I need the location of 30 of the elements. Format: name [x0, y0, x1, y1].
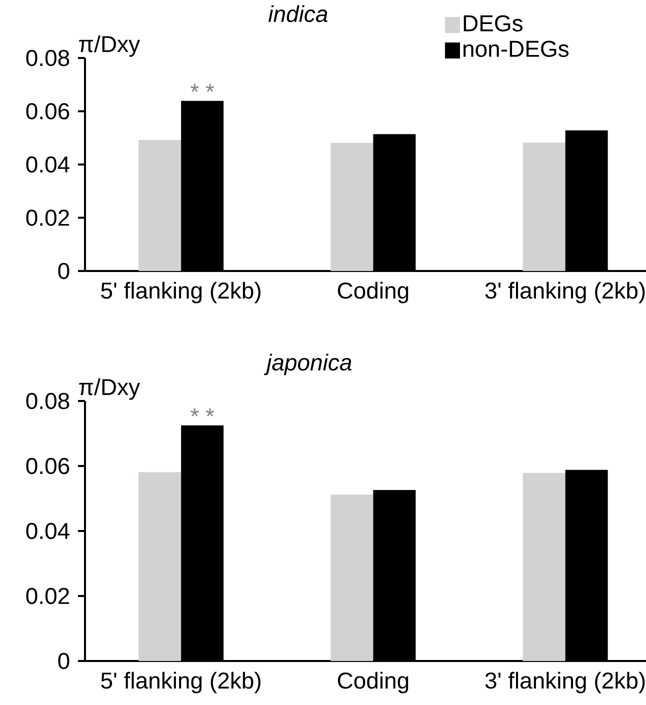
- x-tick-label: 5' flanking (2kb): [101, 282, 260, 304]
- x-tick-label: Coding: [338, 282, 408, 304]
- y-tick-label: 0.02: [26, 210, 69, 226]
- x-tick-label: 3' flanking (2kb): [485, 282, 645, 304]
- y-axis-title: π/Dxy: [79, 35, 140, 57]
- y-tick-label: 0.06: [26, 103, 70, 120]
- bar: [330, 142, 374, 271]
- bar: [138, 140, 182, 271]
- y-tick-label: 0.02: [26, 588, 69, 604]
- y-tick-label: 0.08: [26, 50, 70, 66]
- annotation: * *: [190, 84, 214, 92]
- y-tick-label: 0.08: [26, 392, 70, 410]
- chart-title: indica: [268, 5, 328, 22]
- x-tick-label: 5' flanking (2kb): [101, 672, 260, 694]
- bar: [522, 142, 566, 271]
- x-tick-label: Coding: [338, 672, 408, 694]
- y-tick-label: 0: [58, 652, 70, 670]
- y-tick-label: 0.04: [26, 156, 70, 173]
- legend-label: DEGs: [464, 15, 522, 32]
- y-tick-label: 0.06: [26, 458, 70, 474]
- chart-title: japonica: [264, 354, 352, 376]
- bar: [522, 472, 566, 661]
- legend-label: non-DEGs: [464, 40, 569, 57]
- y-tick-label: 0.04: [26, 522, 70, 540]
- bar: [330, 494, 374, 661]
- annotation: * *: [190, 408, 214, 416]
- x-tick-label: 3' flanking (2kb): [485, 672, 645, 694]
- y-tick-label: 0: [58, 262, 70, 280]
- bar: [138, 472, 182, 661]
- y-axis-title: π/Dxy: [79, 378, 140, 400]
